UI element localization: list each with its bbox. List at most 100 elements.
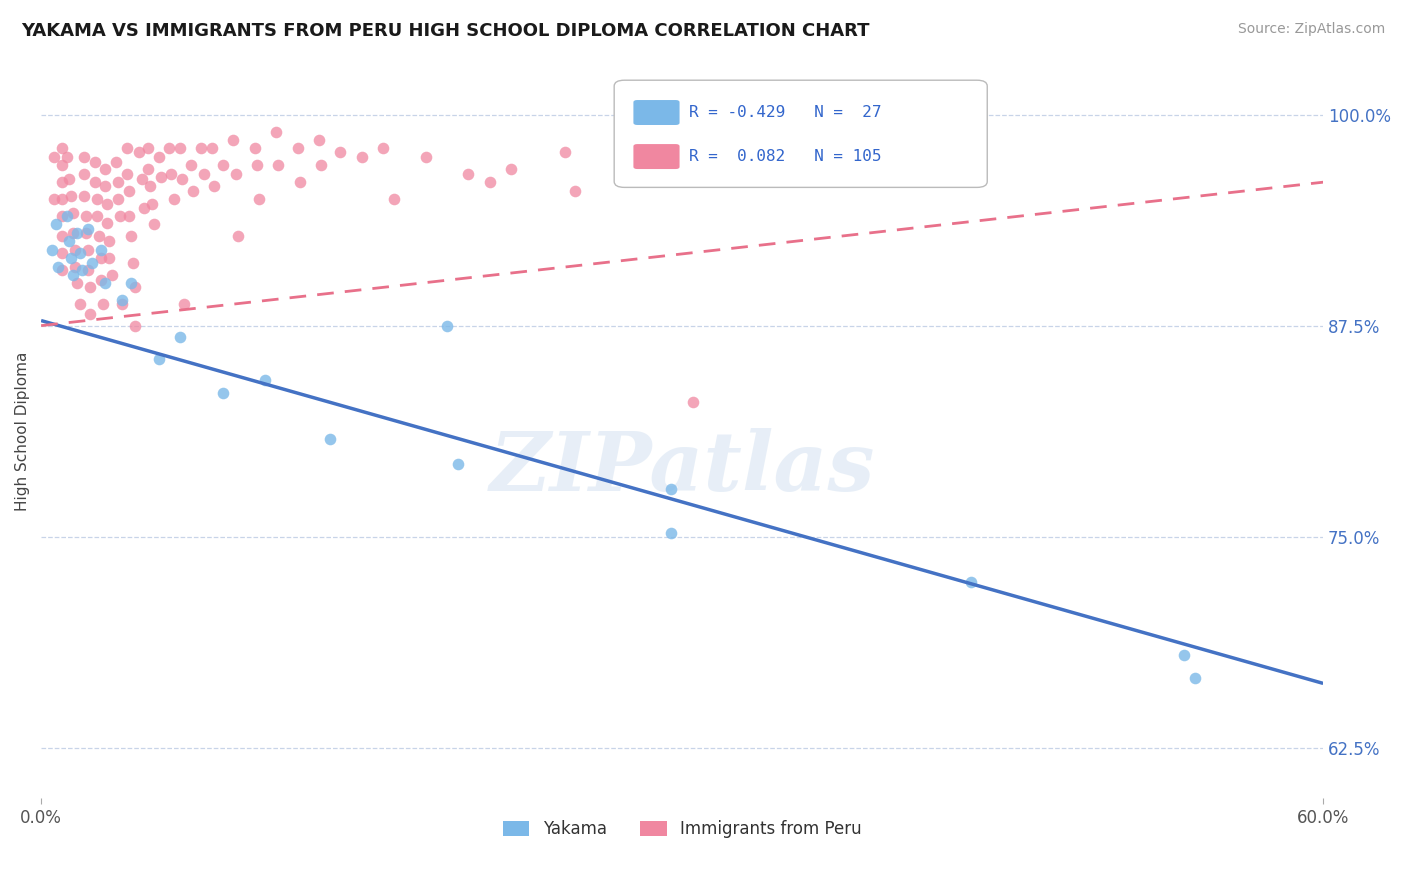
Point <box>132 201 155 215</box>
Point <box>82 256 104 270</box>
Point <box>180 158 202 172</box>
Point <box>62 226 84 240</box>
Point <box>51 229 73 244</box>
Legend: Yakama, Immigrants from Peru: Yakama, Immigrants from Peru <box>496 814 869 845</box>
Point <box>86 192 108 206</box>
Point <box>136 161 159 176</box>
Point <box>90 273 112 287</box>
Point <box>671 158 693 172</box>
Point <box>118 184 141 198</box>
Point <box>124 318 146 333</box>
Point <box>51 209 73 223</box>
Point <box>308 133 330 147</box>
Point <box>65 260 87 274</box>
Point <box>42 150 65 164</box>
Point <box>96 197 118 211</box>
Point <box>98 251 121 265</box>
Point <box>172 171 194 186</box>
Point <box>90 251 112 265</box>
Point <box>247 192 270 206</box>
Point <box>51 158 73 172</box>
Point <box>735 161 758 176</box>
FancyBboxPatch shape <box>634 100 679 125</box>
Point <box>382 192 405 206</box>
Point <box>136 141 159 155</box>
Point <box>79 280 101 294</box>
Point <box>65 243 87 257</box>
Point <box>51 141 73 155</box>
Text: YAKAMA VS IMMIGRANTS FROM PERU HIGH SCHOOL DIPLOMA CORRELATION CHART: YAKAMA VS IMMIGRANTS FROM PERU HIGH SCHO… <box>21 22 869 40</box>
Point <box>148 352 170 367</box>
Point <box>211 158 233 172</box>
Point <box>371 141 394 155</box>
Point <box>243 141 266 155</box>
Point <box>193 167 215 181</box>
Point <box>628 171 651 186</box>
Point <box>115 167 138 181</box>
Text: R =  0.082   N = 105: R = 0.082 N = 105 <box>689 149 882 164</box>
Point <box>98 234 121 248</box>
Point <box>211 386 233 401</box>
Point <box>66 226 89 240</box>
Point <box>51 263 73 277</box>
Point <box>661 483 683 497</box>
Point <box>318 432 340 446</box>
Point <box>79 307 101 321</box>
Point <box>501 161 523 176</box>
Point <box>436 318 458 333</box>
Point <box>160 167 183 181</box>
Point <box>111 296 134 310</box>
Point <box>62 268 84 282</box>
Point <box>55 209 77 223</box>
Point <box>86 209 108 223</box>
Point <box>447 457 470 471</box>
Point <box>83 175 105 189</box>
Point <box>111 293 134 308</box>
Point <box>77 222 100 236</box>
Text: ZIPatlas: ZIPatlas <box>489 428 875 508</box>
FancyBboxPatch shape <box>634 145 679 169</box>
Point <box>128 145 150 159</box>
Point <box>162 192 184 206</box>
Point <box>87 229 110 244</box>
Point <box>415 150 437 164</box>
Point <box>264 124 287 138</box>
Point <box>148 150 170 164</box>
Point <box>73 167 96 181</box>
Point <box>46 260 69 274</box>
Point <box>131 171 153 186</box>
Point <box>118 209 141 223</box>
Point <box>959 575 981 590</box>
Point <box>226 229 249 244</box>
Point <box>169 330 191 344</box>
Point <box>75 209 97 223</box>
Point <box>60 188 83 202</box>
Point <box>58 234 80 248</box>
Point <box>60 251 83 265</box>
Point <box>139 178 162 193</box>
Point <box>288 175 311 189</box>
Point <box>96 216 118 230</box>
Point <box>107 192 129 206</box>
Point <box>157 141 180 155</box>
Point <box>287 141 309 155</box>
Point <box>45 218 67 232</box>
Point <box>90 243 112 257</box>
Point <box>62 205 84 219</box>
Point <box>108 209 131 223</box>
Point <box>83 155 105 169</box>
Point <box>104 155 127 169</box>
Point <box>107 175 129 189</box>
Point <box>115 141 138 155</box>
Point <box>564 184 586 198</box>
Point <box>120 229 142 244</box>
Y-axis label: High School Diploma: High School Diploma <box>15 351 30 511</box>
Point <box>661 526 683 541</box>
Point <box>69 246 91 260</box>
Point <box>94 178 117 193</box>
FancyBboxPatch shape <box>614 80 987 187</box>
Point <box>73 188 96 202</box>
Point <box>100 268 122 282</box>
Point <box>70 263 93 277</box>
Point <box>141 197 163 211</box>
